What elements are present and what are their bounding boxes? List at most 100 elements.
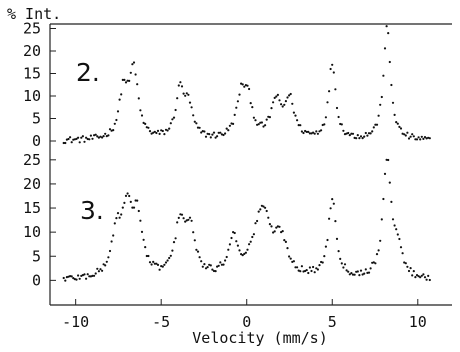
data-point [164, 261, 168, 264]
data-point [150, 132, 153, 135]
data-point [399, 246, 403, 249]
data-point [369, 267, 372, 270]
data-point [316, 132, 319, 135]
data-points [62, 25, 431, 282]
data-point [351, 132, 355, 135]
data-point [296, 119, 299, 122]
data-point [112, 129, 115, 132]
data-point [136, 199, 139, 202]
data-point [328, 90, 331, 93]
data-point [265, 118, 268, 121]
data-point [62, 141, 65, 145]
data-point [241, 83, 244, 86]
data-point [390, 200, 393, 203]
data-point [305, 269, 308, 272]
data-point [204, 135, 208, 138]
data-point [264, 124, 267, 127]
data-point [227, 248, 230, 251]
data-point [361, 273, 364, 276]
data-point [391, 218, 395, 221]
data-point [64, 279, 67, 282]
data-point [77, 136, 80, 139]
data-point [203, 263, 206, 266]
data-point [177, 84, 180, 87]
data-point [406, 131, 409, 134]
data-point [415, 274, 419, 277]
y-tick-label: 5 [32, 247, 41, 265]
data-point [396, 233, 399, 236]
data-point [212, 269, 216, 273]
data-point [124, 194, 128, 197]
data-point [78, 277, 81, 280]
data-point [152, 131, 155, 134]
data-point [351, 273, 355, 276]
data-point [272, 231, 275, 234]
data-point [236, 244, 239, 247]
data-point [359, 269, 363, 272]
data-point [272, 101, 275, 104]
data-point [318, 264, 321, 267]
data-point [62, 276, 65, 280]
data-point [172, 116, 176, 119]
data-point [427, 274, 430, 277]
data-point [219, 131, 222, 134]
data-point [91, 274, 94, 277]
data-point [222, 263, 225, 266]
data-point [318, 130, 321, 133]
x-tick-label: 5 [328, 313, 337, 331]
data-point [83, 140, 86, 143]
data-point [335, 237, 339, 240]
data-point [407, 137, 411, 140]
data-point [372, 261, 375, 264]
data-point [77, 274, 80, 277]
x-tick-label: 10 [409, 313, 427, 331]
data-point [412, 270, 415, 273]
data-point [248, 243, 251, 246]
data-point [411, 133, 414, 136]
data-point [121, 78, 124, 81]
data-point [281, 105, 284, 108]
data-point [217, 131, 220, 134]
data-point [108, 249, 112, 253]
data-point [299, 270, 302, 273]
data-point [193, 120, 196, 123]
data-point [97, 136, 100, 139]
data-point [137, 209, 140, 213]
data-point [259, 121, 262, 124]
data-point [321, 261, 324, 264]
data-point [334, 220, 337, 223]
data-point [156, 129, 160, 132]
data-point [134, 199, 137, 202]
data-point [326, 101, 329, 104]
data-point [310, 269, 313, 273]
data-point [196, 126, 200, 129]
y-tick-label: 10 [23, 87, 41, 105]
data-point [180, 85, 184, 88]
data-point [155, 262, 158, 265]
data-point [72, 277, 75, 280]
data-point [364, 131, 367, 135]
data-point [126, 79, 129, 82]
data-point [88, 275, 91, 278]
data-point [75, 278, 78, 281]
data-point [264, 206, 267, 209]
data-point [417, 136, 420, 139]
data-point [286, 96, 289, 99]
data-point [278, 99, 281, 102]
y-tick-label: 25 [23, 151, 41, 169]
data-point [104, 264, 107, 267]
data-point [395, 228, 398, 231]
data-point [329, 67, 332, 71]
data-point [404, 262, 407, 265]
data-point [190, 219, 193, 222]
data-point [286, 247, 289, 250]
data-point [395, 121, 398, 124]
data-point [307, 130, 310, 133]
data-point [75, 137, 78, 140]
data-point [425, 278, 428, 281]
data-point [337, 250, 340, 253]
data-point [396, 122, 399, 125]
x-tick-label: -10 [62, 313, 89, 331]
data-point [150, 263, 153, 266]
data-point [332, 202, 335, 205]
